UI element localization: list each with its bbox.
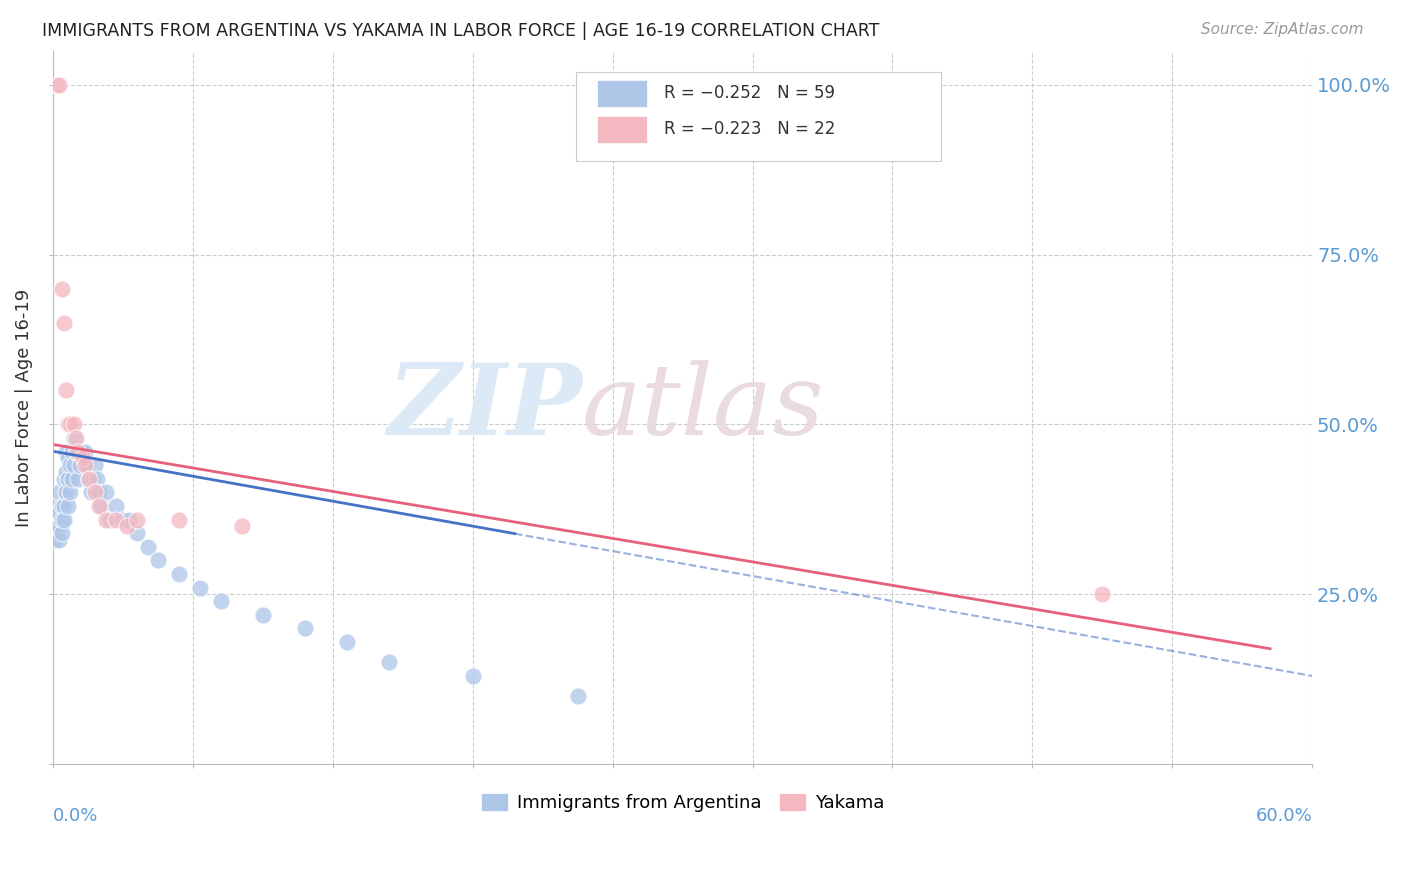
Text: 60.0%: 60.0% [1256, 807, 1312, 825]
FancyBboxPatch shape [598, 80, 647, 107]
Point [48, 519, 70, 533]
Point [167, 566, 190, 581]
Text: 0.0%: 0.0% [53, 807, 98, 825]
Point [59, 458, 82, 473]
Point [46, 526, 69, 541]
Point [44, 533, 66, 547]
Point [56, 451, 79, 466]
Point [65, 431, 87, 445]
Point [461, 669, 484, 683]
Point [51, 499, 73, 513]
Point [84, 458, 107, 473]
Point [44, 513, 66, 527]
FancyBboxPatch shape [598, 116, 647, 143]
Point [51, 281, 73, 295]
Point [118, 513, 141, 527]
Point [188, 581, 211, 595]
Point [69, 458, 91, 473]
Point [89, 499, 111, 513]
Point [48, 485, 70, 500]
Point [56, 472, 79, 486]
Point [231, 519, 253, 533]
Point [167, 513, 190, 527]
Point [73, 458, 96, 473]
Point [63, 417, 86, 432]
Point [67, 444, 90, 458]
Point [55, 485, 77, 500]
Point [63, 431, 86, 445]
Point [73, 444, 96, 458]
Point [72, 444, 94, 458]
Legend: Immigrants from Argentina, Yakama: Immigrants from Argentina, Yakama [474, 786, 891, 820]
Point [115, 519, 138, 533]
Point [77, 472, 100, 486]
Point [80, 485, 103, 500]
Point [44, 526, 66, 541]
Point [76, 458, 98, 473]
Point [48, 78, 70, 92]
Text: R = −0.223   N = 22: R = −0.223 N = 22 [664, 120, 835, 138]
Point [77, 472, 100, 486]
Point [72, 451, 94, 466]
Point [94, 485, 117, 500]
Point [55, 444, 77, 458]
Point [82, 472, 104, 486]
Point [146, 553, 169, 567]
Point [125, 526, 148, 541]
Point [56, 499, 79, 513]
Text: Source: ZipAtlas.com: Source: ZipAtlas.com [1201, 22, 1364, 37]
Point [89, 485, 111, 500]
Point [63, 458, 86, 473]
Point [59, 485, 82, 500]
Point [209, 594, 232, 608]
FancyBboxPatch shape [575, 72, 941, 161]
Point [46, 78, 69, 92]
Point [336, 635, 359, 649]
Point [52, 316, 75, 330]
Point [52, 513, 75, 527]
Point [65, 444, 87, 458]
Point [67, 472, 90, 486]
Point [98, 513, 121, 527]
Point [46, 499, 69, 513]
Point [46, 513, 69, 527]
Point [90, 499, 112, 513]
Text: R = −0.252   N = 59: R = −0.252 N = 59 [664, 85, 835, 103]
Text: atlas: atlas [582, 359, 825, 455]
Point [105, 499, 128, 513]
Point [252, 607, 274, 622]
Point [86, 472, 108, 486]
Point [294, 621, 316, 635]
Point [55, 465, 77, 479]
Point [52, 499, 75, 513]
Point [48, 533, 70, 547]
Point [55, 384, 77, 398]
Point [56, 417, 79, 432]
Text: ZIP: ZIP [387, 359, 582, 456]
Point [84, 485, 107, 500]
Point [51, 513, 73, 527]
Point [105, 513, 128, 527]
Point [94, 513, 117, 527]
Point [60, 444, 83, 458]
Y-axis label: In Labor Force | Age 16-19: In Labor Force | Age 16-19 [15, 288, 32, 526]
Point [59, 417, 82, 432]
Point [136, 540, 159, 554]
Point [48, 506, 70, 520]
Point [125, 513, 148, 527]
Point [378, 656, 401, 670]
Point [1091, 587, 1114, 601]
Text: IMMIGRANTS FROM ARGENTINA VS YAKAMA IN LABOR FORCE | AGE 16-19 CORRELATION CHART: IMMIGRANTS FROM ARGENTINA VS YAKAMA IN L… [42, 22, 880, 40]
Point [52, 472, 75, 486]
Point [51, 526, 73, 541]
Point [60, 472, 83, 486]
Point [111, 513, 134, 527]
Point [46, 519, 69, 533]
Point [567, 690, 589, 704]
